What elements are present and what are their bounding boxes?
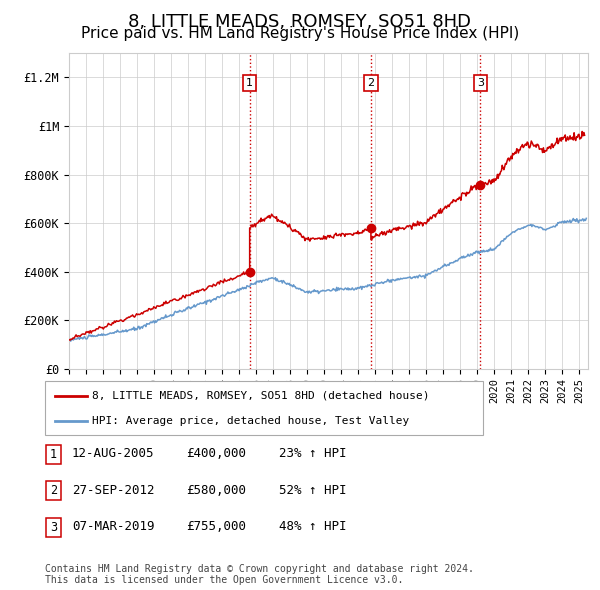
Text: 12-AUG-2005: 12-AUG-2005 [72, 447, 155, 460]
Text: £755,000: £755,000 [186, 520, 246, 533]
Text: HPI: Average price, detached house, Test Valley: HPI: Average price, detached house, Test… [92, 416, 410, 426]
Text: 3: 3 [477, 78, 484, 88]
Text: 23% ↑ HPI: 23% ↑ HPI [279, 447, 347, 460]
Text: 2: 2 [50, 484, 57, 497]
Text: 8, LITTLE MEADS, ROMSEY, SO51 8HD: 8, LITTLE MEADS, ROMSEY, SO51 8HD [128, 13, 472, 31]
Text: 48% ↑ HPI: 48% ↑ HPI [279, 520, 347, 533]
Text: 3: 3 [50, 521, 57, 534]
Text: 8, LITTLE MEADS, ROMSEY, SO51 8HD (detached house): 8, LITTLE MEADS, ROMSEY, SO51 8HD (detac… [92, 391, 430, 401]
Text: 1: 1 [50, 448, 57, 461]
Text: 27-SEP-2012: 27-SEP-2012 [72, 484, 155, 497]
Text: Contains HM Land Registry data © Crown copyright and database right 2024.
This d: Contains HM Land Registry data © Crown c… [45, 563, 474, 585]
Text: £580,000: £580,000 [186, 484, 246, 497]
Text: 1: 1 [246, 78, 253, 88]
Text: 52% ↑ HPI: 52% ↑ HPI [279, 484, 347, 497]
Text: Price paid vs. HM Land Registry's House Price Index (HPI): Price paid vs. HM Land Registry's House … [81, 26, 519, 41]
Text: 2: 2 [367, 78, 374, 88]
Text: 07-MAR-2019: 07-MAR-2019 [72, 520, 155, 533]
Text: £400,000: £400,000 [186, 447, 246, 460]
